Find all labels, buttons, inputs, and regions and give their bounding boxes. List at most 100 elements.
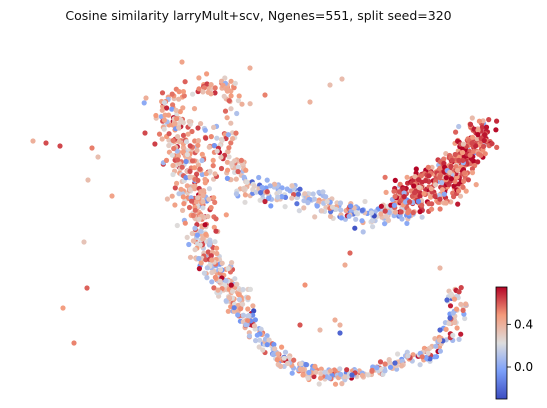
data-point xyxy=(462,315,468,322)
data-point xyxy=(347,250,353,256)
data-point xyxy=(198,121,204,127)
data-point xyxy=(233,191,239,197)
data-point xyxy=(256,344,262,350)
data-point xyxy=(460,141,466,147)
data-point xyxy=(196,75,202,81)
data-point xyxy=(217,278,223,284)
data-point xyxy=(226,154,232,160)
data-point xyxy=(298,361,304,367)
data-point xyxy=(159,90,166,96)
data-point xyxy=(243,322,249,328)
data-point xyxy=(224,159,230,165)
data-point xyxy=(437,174,443,180)
data-point xyxy=(212,239,218,245)
data-point xyxy=(291,357,297,363)
data-point xyxy=(186,204,193,211)
data-point xyxy=(338,371,344,377)
data-point xyxy=(182,220,188,226)
data-point xyxy=(449,157,455,163)
data-point xyxy=(226,98,232,104)
data-point xyxy=(71,340,77,346)
data-point xyxy=(211,143,218,149)
data-point xyxy=(211,224,217,230)
data-point xyxy=(312,363,318,369)
data-point xyxy=(235,312,241,318)
data-point xyxy=(95,154,101,160)
data-point xyxy=(200,205,206,211)
data-point xyxy=(475,127,481,133)
data-point xyxy=(465,177,471,183)
data-point xyxy=(251,323,258,329)
data-point xyxy=(443,175,449,181)
data-point xyxy=(391,202,397,208)
data-point xyxy=(178,117,184,123)
data-point xyxy=(172,121,178,127)
data-point xyxy=(305,200,311,206)
data-point xyxy=(240,312,246,318)
data-point xyxy=(433,182,439,188)
data-point xyxy=(413,166,419,172)
data-point xyxy=(476,118,482,124)
data-point xyxy=(163,157,170,163)
data-point xyxy=(197,166,203,172)
data-point xyxy=(57,143,63,149)
data-point xyxy=(161,117,167,123)
data-point xyxy=(326,375,332,381)
data-point xyxy=(252,317,258,323)
data-point xyxy=(386,209,392,215)
data-point xyxy=(247,286,253,292)
data-point xyxy=(447,169,453,175)
data-point xyxy=(187,174,193,180)
data-point xyxy=(228,78,234,84)
data-point xyxy=(197,242,203,248)
data-point xyxy=(297,366,303,372)
data-point xyxy=(191,106,198,112)
data-point xyxy=(444,297,450,303)
data-point xyxy=(194,232,200,238)
data-point xyxy=(272,346,278,352)
chart-title: Cosine similarity larryMult+scv, Ngenes=… xyxy=(65,8,452,23)
data-point xyxy=(425,350,431,356)
data-point xyxy=(324,199,330,205)
data-point xyxy=(494,144,500,150)
data-point xyxy=(494,118,500,124)
data-point xyxy=(387,364,394,370)
data-point xyxy=(257,337,263,343)
data-point xyxy=(352,225,358,231)
data-point xyxy=(268,203,274,209)
data-point xyxy=(200,236,206,242)
data-point xyxy=(258,190,264,196)
data-point xyxy=(84,285,90,291)
data-point xyxy=(143,95,149,101)
data-point xyxy=(264,177,270,183)
data-point xyxy=(218,78,225,84)
data-point xyxy=(317,327,323,333)
data-point xyxy=(223,298,229,304)
data-point xyxy=(204,71,210,77)
data-point xyxy=(467,152,473,158)
data-point xyxy=(429,164,435,170)
data-point xyxy=(417,362,423,368)
data-point xyxy=(421,191,427,197)
data-point xyxy=(184,151,190,158)
data-point xyxy=(256,174,262,181)
data-point xyxy=(225,308,231,314)
data-point xyxy=(192,138,198,144)
data-point xyxy=(329,204,336,210)
data-point xyxy=(323,194,329,200)
data-point xyxy=(475,132,481,138)
data-point xyxy=(279,344,285,350)
data-point xyxy=(419,214,425,220)
data-point xyxy=(337,322,343,328)
data-point xyxy=(180,194,186,200)
data-point xyxy=(195,177,201,183)
data-point xyxy=(211,285,217,291)
data-point xyxy=(226,294,232,301)
data-point xyxy=(192,207,198,213)
data-point xyxy=(30,138,36,144)
data-point xyxy=(229,160,235,166)
data-point xyxy=(469,166,475,172)
data-point xyxy=(196,266,202,272)
data-point xyxy=(225,266,231,272)
